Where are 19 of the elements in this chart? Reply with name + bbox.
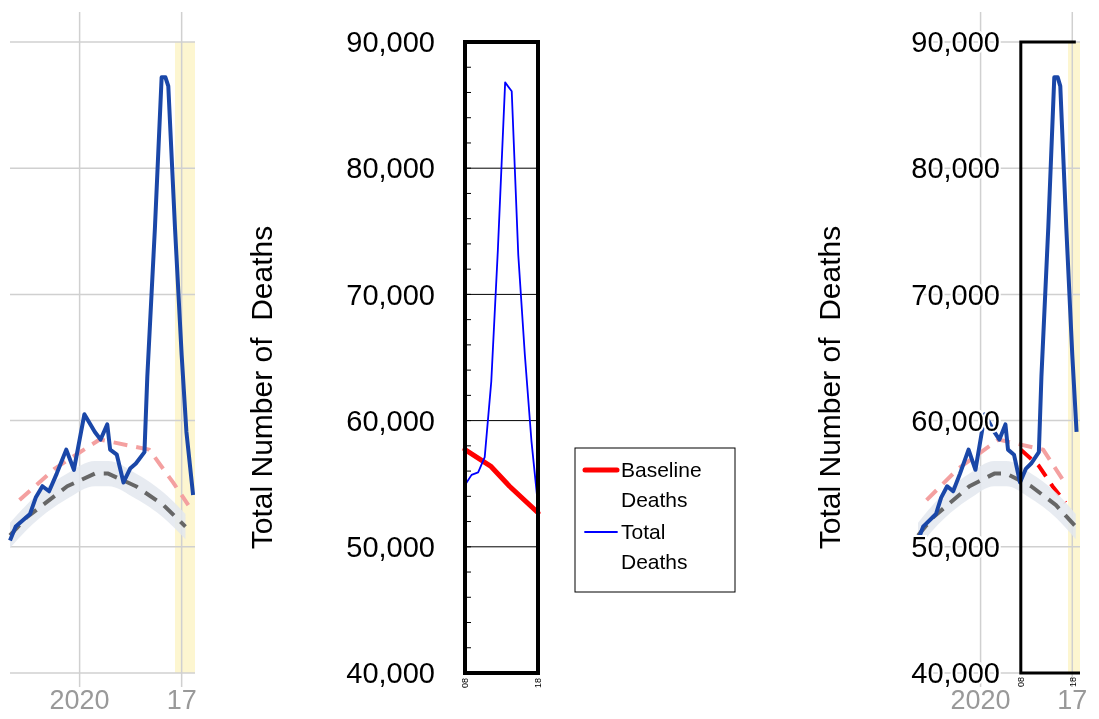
x-tick-label: 17 [1057,685,1088,715]
y-tick-label: 90,000 [346,26,435,59]
y-tick-label: 50,000 [911,530,1000,563]
line-series [924,437,1067,503]
legend-label: Total Deaths [621,520,688,574]
x-tick-label: 17 [166,685,197,715]
line-series [916,471,1078,538]
x-tick-label: 2020 [49,685,110,715]
y-tick-label: 40,000 [346,657,435,690]
y-tick-label: 80,000 [911,152,1000,185]
y-tick-label: 90,000 [911,26,1000,59]
y-tick-label: 50,000 [346,530,435,563]
y-tick-label: 70,000 [911,278,1000,311]
y-axis-title: Total Number of Deaths [813,225,846,550]
y-axis-title: Total Number of Deaths [245,225,278,550]
y-tick-label: 80,000 [346,152,435,185]
y-tick-label: 60,000 [346,404,435,437]
legend-label: Baseline Deaths [621,458,702,512]
y-tick-label: 70,000 [346,278,435,311]
